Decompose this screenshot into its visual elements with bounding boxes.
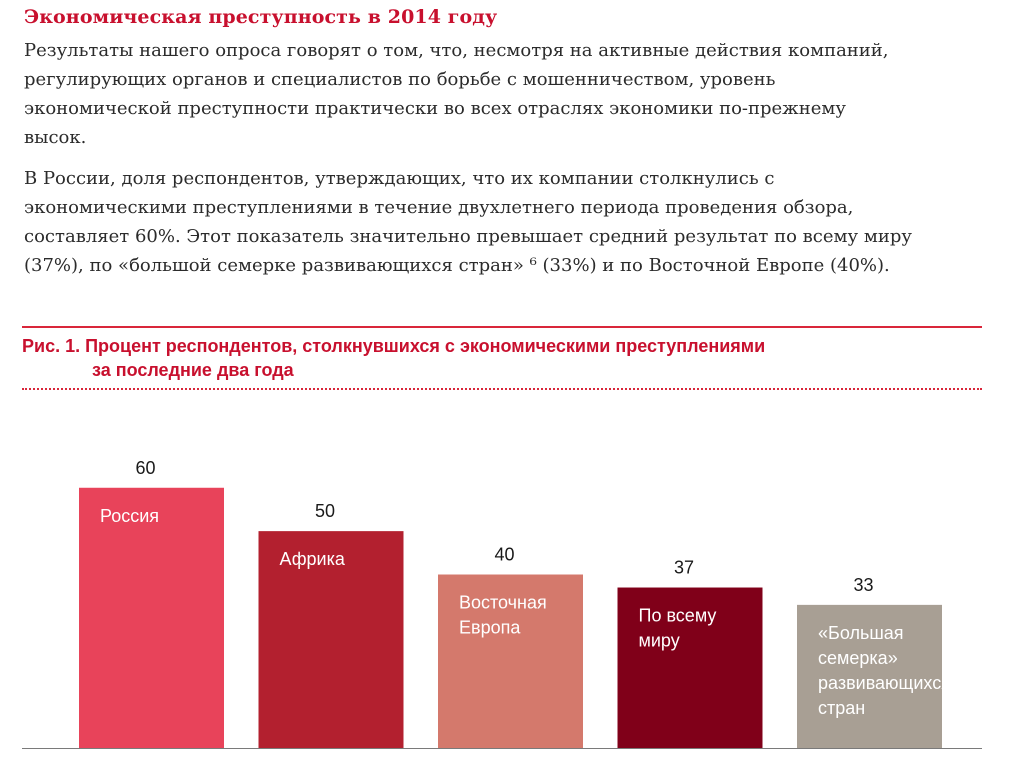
text-line: экономическими преступлениями в течение …: [24, 197, 854, 218]
figure-title: Рис. 1. Процент респондентов, столкнувши…: [22, 334, 765, 382]
text-line: составляет 60%. Этот показатель значител…: [24, 226, 912, 247]
category-label: Европа: [459, 618, 521, 638]
text-line: В России, доля респондентов, утверждающи…: [24, 168, 775, 189]
category-label: Россия: [100, 506, 159, 526]
category-label: семерка»: [818, 648, 898, 668]
bar: [617, 587, 763, 748]
category-label: «Большая: [818, 623, 904, 643]
text-line: (37%), по «большой семерке развивающихся…: [24, 255, 890, 276]
figure-title-line-2: за последние два года: [92, 360, 294, 380]
data-label: 50: [315, 501, 335, 521]
intro-paragraph-2: В России, доля респондентов, утверждающи…: [24, 164, 999, 280]
page-title: Экономическая преступность в 2014 году: [24, 6, 498, 28]
category-label: Восточная: [459, 593, 547, 613]
category-label: Африка: [280, 549, 346, 569]
text-line: экономической преступности практически в…: [24, 98, 846, 119]
category-label: стран: [818, 698, 865, 718]
bar: [258, 531, 404, 748]
text-line: регулирующих органов и специалистов по б…: [24, 69, 776, 90]
bar-chart: 60 Россия 50 Африка 40 Восточная Европа 37 По вс…: [22, 458, 982, 749]
text-line: высок.: [24, 127, 87, 148]
bar: [79, 487, 224, 748]
data-label: 33: [853, 575, 873, 595]
data-label: 60: [135, 458, 155, 478]
figure-title-line-1: Рис. 1. Процент респондентов, столкнувши…: [22, 336, 766, 356]
figure-title-divider: [22, 388, 982, 390]
bar: [797, 604, 942, 748]
category-label: миру: [639, 631, 680, 651]
bar: [438, 574, 583, 748]
text-line: Результаты нашего опроса говорят о том, …: [24, 40, 889, 61]
figure-top-rule: [22, 326, 982, 328]
data-label: 40: [494, 545, 514, 565]
category-label: развивающихся: [818, 673, 951, 693]
category-label: По всему: [639, 606, 717, 626]
data-label: 37: [674, 558, 694, 578]
intro-paragraph-1: Результаты нашего опроса говорят о том, …: [24, 36, 999, 152]
